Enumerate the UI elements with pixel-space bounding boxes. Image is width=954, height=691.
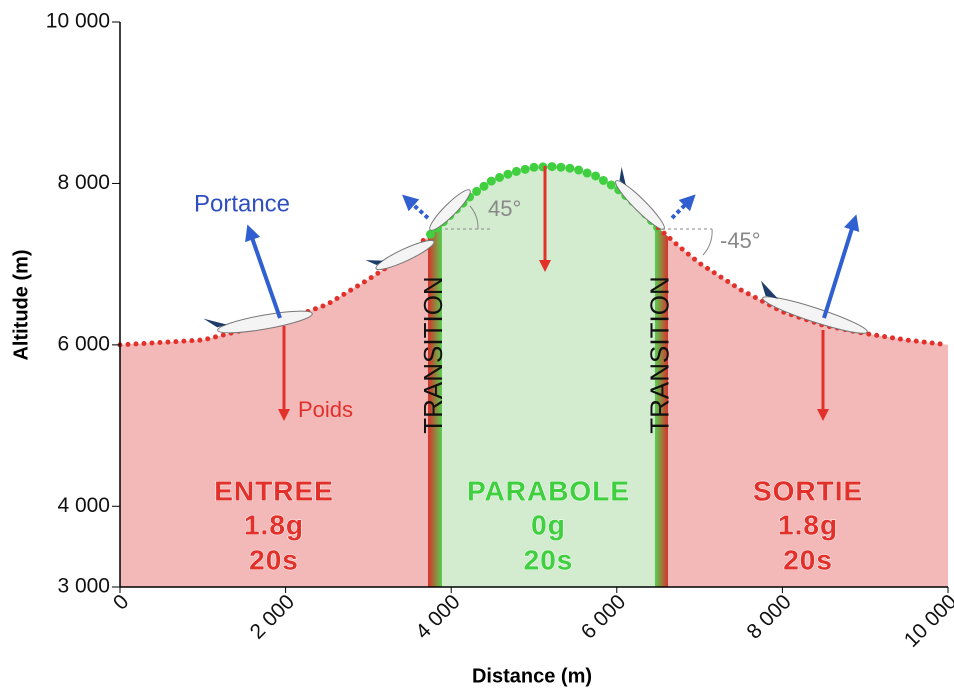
annotation: 45° [488,196,521,221]
phase-label: TRANSITION [418,276,448,433]
phase-load: 0g [531,509,566,540]
annotation: Poids [298,397,353,422]
y-tick-label: 10 000 [46,10,110,33]
lift-arrow [245,224,282,319]
y-tick-label: 3 000 [57,575,110,598]
phase-name: PARABOLE [467,475,630,506]
phase-name: SORTIE [753,475,863,506]
phase-load: 1.8g [244,509,304,540]
phase-area [668,236,948,587]
x-tick-label: 6 000 [577,590,630,643]
x-tick-label: 0 [109,590,134,615]
y-tick-label: 6 000 [57,332,110,355]
phase-duration: 20s [249,544,299,575]
phase-area [442,166,655,587]
annotation: -45° [720,228,761,253]
y-axis-label: Altitude (m) [10,249,32,360]
lift-arrow [670,194,696,220]
x-tick-label: 10 000 [900,590,954,652]
plane [203,310,313,334]
angle-arc [469,205,479,230]
plane [365,239,435,271]
x-tick-label: 2 000 [246,590,299,643]
x-tick-label: 8 000 [742,590,795,643]
annotation: Portance [194,190,290,217]
phase-area [654,224,669,587]
phase-area [120,236,429,587]
y-tick-label: 4 000 [57,494,110,517]
phase-name: ENTREE [214,475,334,506]
x-axis-label: Distance (m) [472,665,592,687]
lift-arrow [822,214,860,319]
lift-arrow [402,194,430,220]
phase-duration: 20s [524,544,574,575]
y-tick-label: 8 000 [57,171,110,194]
phase-duration: 20s [783,544,833,575]
profile-line [655,225,951,348]
plane [429,189,471,231]
phase-load: 1.8g [778,509,838,540]
phase-label: TRANSITION [644,276,674,433]
x-tick-label: 4 000 [411,590,464,643]
phase-area [428,222,443,587]
angle-arc [702,228,713,256]
